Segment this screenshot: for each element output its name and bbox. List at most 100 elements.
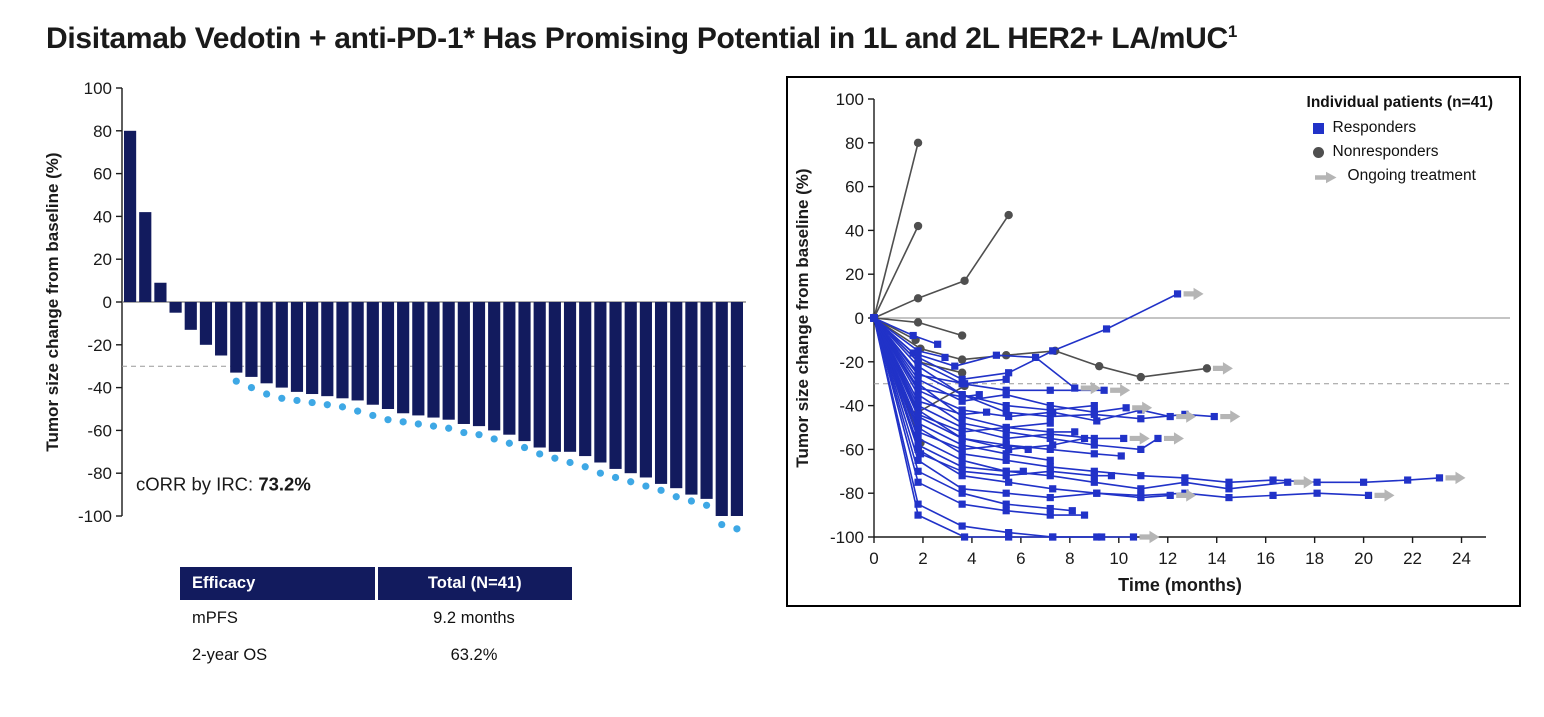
responder-marker [914,419,922,427]
patient-trajectory [873,317,1073,512]
dot-marker [429,422,438,430]
y-tick-label: -80 [87,464,112,483]
dot-marker [232,377,240,385]
responder-marker [1210,412,1218,421]
responder-marker [951,362,959,370]
bar [351,302,364,401]
dot-marker [627,478,635,486]
responder-marker [1080,511,1089,519]
x-tick-label: 12 [1158,549,1177,568]
dot-marker [308,398,316,407]
dot-marker [520,443,529,452]
responder-marker [1049,533,1057,541]
dot-marker [263,390,271,398]
responder-marker [958,489,966,497]
nonresponder-marker [1004,210,1013,220]
responder-marker [1046,406,1054,414]
responder-marker [958,463,966,471]
dot-marker [505,439,513,447]
responder-marker [1046,419,1054,427]
responder-marker [1002,428,1010,436]
bar [457,302,470,424]
ongoing-arrow [1080,381,1101,395]
patient-trajectory [873,142,919,319]
bar [472,302,486,427]
responder-marker [1046,493,1054,502]
waterfall-section: 100 80 60 40 20 0 -20 -40 -60 -80 -100 Tumor size c… [40,74,752,674]
patient-trajectory [873,317,987,416]
dot-marker [596,469,604,477]
patient-trajectory [873,317,1095,411]
responder-marker [1090,467,1098,475]
responder-marker [914,347,922,355]
responder-marker [1046,504,1054,513]
responder-marker [914,358,922,366]
bar [518,302,531,442]
dot-marker [551,454,559,462]
responder-marker [1046,467,1054,475]
y-tick-label: 80 [845,134,864,153]
ongoing-arrow [1220,410,1241,423]
responder-marker [914,478,922,486]
responder-marker [1154,434,1162,443]
efficacy-table: Efficacy Total (N=41) mPFS 9.2 months 2-… [180,567,572,674]
responder-marker [914,511,922,519]
bar [503,302,516,435]
patient-trajectory [873,317,1369,499]
table-cell-value: 9.2 months [376,600,572,637]
y-tick-label: -20 [839,353,864,372]
patient-trajectory [873,317,1288,490]
responder-marker [1049,347,1057,355]
x-tick-label: 14 [1207,549,1226,568]
table-row: mPFS 9.2 months [180,600,572,637]
bar [154,282,167,302]
ongoing-arrow [1293,476,1314,489]
ongoing-arrow-icon [1313,168,1339,184]
bar [321,302,334,397]
x-tick-label: 8 [1065,549,1074,568]
y-tick-label: -80 [839,484,864,503]
legend-label: Ongoing treatment [1347,167,1476,184]
nonresponder-marker [913,221,923,231]
y-tick-label: 40 [845,221,864,240]
responder-square-icon [1312,122,1324,134]
responder-marker [1024,445,1032,453]
legend-item-responders: Responders [1312,119,1493,137]
responder-marker [1137,472,1145,480]
patient-trajectory [873,317,1102,538]
ongoing-arrow [1132,401,1153,414]
responder-marker [1364,491,1373,499]
y-tick-label: -60 [839,440,864,459]
responder-marker [1019,467,1027,475]
ongoing-arrow [1212,362,1233,375]
responder-marker [1002,450,1010,458]
ongoing-arrow [1129,432,1150,445]
dot-marker [718,520,726,529]
bar [397,302,410,414]
ongoing-arrow [1183,287,1204,301]
dot-marker [566,458,574,467]
bar [412,302,425,416]
responder-marker [1049,485,1057,493]
patient-trajectory [873,317,1208,378]
responder-marker [914,371,922,379]
nonresponder-marker [1095,361,1104,371]
y-axis-label: Tumor size change from baseline (%) [43,152,62,451]
y-axis-label: Tumor size change from baseline (%) [793,168,812,467]
patient-trajectory [873,317,1075,433]
nonresponder-marker [913,138,923,147]
corr-annotation: cORR by IRC: 73.2% [136,473,311,494]
responder-marker [975,391,983,399]
page-title-superscript: 1 [1227,22,1237,41]
table-cell-label: mPFS [180,600,376,637]
responder-marker [1005,445,1013,453]
patient-trajectory [873,225,919,319]
ongoing-arrow [1110,384,1131,397]
y-tick-label: 40 [93,207,112,226]
responder-marker [1225,485,1233,493]
dot-marker [733,525,741,533]
responder-marker [958,500,966,508]
bar [290,302,304,392]
responder-marker [958,428,966,436]
